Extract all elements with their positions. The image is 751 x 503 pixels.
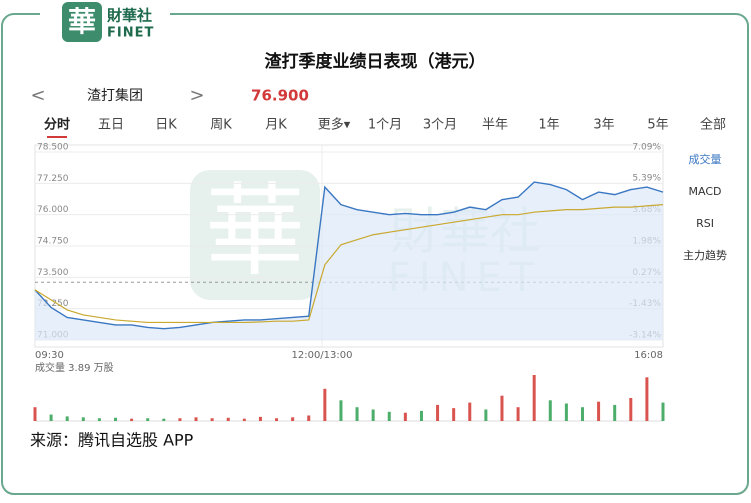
volume-bar <box>564 403 568 421</box>
volume-bar <box>484 409 488 421</box>
prev-arrow[interactable]: < <box>30 85 45 106</box>
volume-bar <box>307 415 311 421</box>
volume-bar <box>291 417 295 421</box>
volume-bar <box>436 404 440 421</box>
volume-bar <box>371 409 375 421</box>
logo-badge <box>62 2 102 42</box>
y2-tick-label: 5.39% <box>632 174 661 184</box>
tab[interactable]: 半年 <box>482 118 508 133</box>
active-tab-underline <box>47 136 67 138</box>
volume-bar <box>146 418 150 421</box>
volume-bar <box>275 418 279 421</box>
volume-bar <box>226 417 230 421</box>
tab[interactable]: 月K <box>265 118 287 133</box>
series-line <box>34 204 664 324</box>
volume-bar <box>242 418 246 421</box>
tab[interactable]: 日K <box>155 118 177 133</box>
volume-bar <box>355 407 359 421</box>
chart-title: 渣打季度业绩日表现（港元） <box>265 51 486 72</box>
volume-bar <box>323 388 327 421</box>
tab[interactable]: 1年 <box>538 118 559 133</box>
y-tick-label: 77.250 <box>37 174 69 184</box>
volume-bar <box>339 400 343 421</box>
volume-bar <box>500 395 504 421</box>
volume-bar <box>403 412 407 421</box>
volume-bar <box>613 404 617 421</box>
volume-bar <box>516 407 520 421</box>
volume-label: 成交量 3.89 万股 <box>35 361 114 374</box>
volume-bar <box>645 377 649 421</box>
tab[interactable]: 1个月 <box>368 118 402 133</box>
volume-bar <box>130 418 134 421</box>
watermark-char: 華 <box>205 172 305 289</box>
volume-bar <box>33 407 37 421</box>
x-tick-label: 12:00/13:00 <box>291 350 352 361</box>
volume-bar <box>452 408 456 421</box>
y-tick-label: 76.000 <box>37 205 69 215</box>
next-arrow[interactable]: > <box>189 85 204 106</box>
volume-bar <box>387 411 391 421</box>
y-tick-label: 72.250 <box>37 299 69 309</box>
volume-bar <box>258 416 262 421</box>
stock-name: 渣打集团 <box>87 87 143 104</box>
side-tab[interactable]: 成交量 <box>689 152 722 166</box>
volume-bar <box>661 402 665 421</box>
series-line <box>34 181 664 330</box>
volume-bar <box>548 400 552 421</box>
source: 来源：腾讯自选股 APP <box>30 431 194 450</box>
side-tab[interactable]: 主力趋势 <box>683 249 727 262</box>
y-tick-label: 78.500 <box>37 143 69 153</box>
volume-bar <box>468 402 472 421</box>
volume-bar <box>629 398 633 421</box>
volume-bar <box>114 417 118 421</box>
x-tick-label: 16:08 <box>634 350 663 361</box>
y-tick-label: 73.500 <box>37 268 69 278</box>
x-tick-label: 09:30 <box>35 350 64 361</box>
y2-tick-label: 7.09% <box>632 143 661 153</box>
watermark-badge <box>190 170 320 300</box>
volume-bar <box>194 417 198 421</box>
volume-bar <box>580 407 584 421</box>
logo-char: 華 <box>68 5 96 38</box>
tab[interactable]: 3个月 <box>423 118 457 133</box>
price: 76.900 <box>251 87 309 105</box>
volume-bar <box>81 417 85 421</box>
price-area <box>35 182 663 340</box>
tab[interactable]: 五日 <box>98 118 124 133</box>
volume-bar <box>49 414 53 421</box>
y-tick-label: 74.750 <box>37 237 69 247</box>
volume-bar <box>162 418 166 421</box>
tab[interactable]: 分时 <box>44 117 70 133</box>
volume-bar <box>65 416 69 421</box>
brand-cn: 財華社 <box>106 7 152 25</box>
side-tab[interactable]: RSI <box>696 217 714 230</box>
volume-bar <box>419 410 423 421</box>
volume-bar <box>597 401 601 421</box>
volume-bar <box>97 418 101 421</box>
volume-bar <box>178 418 182 421</box>
volume-bar <box>532 375 536 421</box>
brand-en: FINET <box>107 26 154 41</box>
volume-bar <box>210 418 214 421</box>
tab[interactable]: 3年 <box>593 118 614 133</box>
logo-bg <box>40 0 170 46</box>
tab[interactable]: 周K <box>210 118 232 133</box>
tab[interactable]: 更多▾ <box>318 117 351 133</box>
tab[interactable]: 5年 <box>647 118 668 133</box>
tab[interactable]: 全部 <box>700 117 726 133</box>
side-tab[interactable]: MACD <box>689 185 722 198</box>
